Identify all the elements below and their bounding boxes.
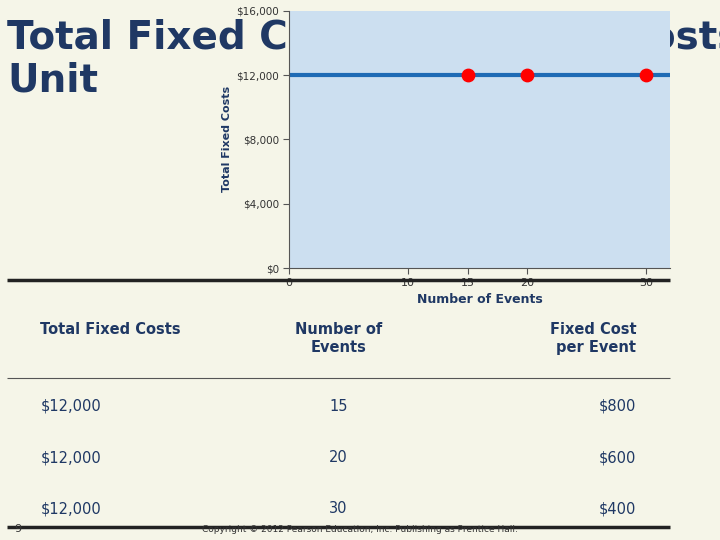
Point (640, 71, 652, 79)
Text: Number of
Events: Number of Events (294, 322, 382, 355)
X-axis label: Number of Events: Number of Events (417, 293, 542, 306)
Point (462, 71, 473, 79)
Text: Fixed Cost
per Event: Fixed Cost per Event (550, 322, 636, 355)
Point (521, 71, 533, 79)
Text: Total Fixed Costs and Fixed Costs per
Unit: Total Fixed Costs and Fixed Costs per Un… (7, 18, 720, 99)
Text: Total Fixed Costs: Total Fixed Costs (40, 322, 181, 337)
Y-axis label: Total Fixed Costs: Total Fixed Costs (222, 86, 232, 192)
Text: Copyright © 2012 Pearson Education, Inc. Publishing as Prentice Hall.: Copyright © 2012 Pearson Education, Inc.… (202, 524, 518, 534)
Text: $600: $600 (599, 450, 636, 465)
Text: $12,000: $12,000 (40, 399, 101, 414)
Text: $800: $800 (599, 399, 636, 414)
Text: 15: 15 (329, 399, 348, 414)
Text: 30: 30 (329, 501, 348, 516)
Text: 9: 9 (14, 523, 22, 534)
Text: 20: 20 (329, 450, 348, 465)
Text: $12,000: $12,000 (40, 450, 101, 465)
Text: $12,000: $12,000 (40, 501, 101, 516)
Text: $400: $400 (599, 501, 636, 516)
